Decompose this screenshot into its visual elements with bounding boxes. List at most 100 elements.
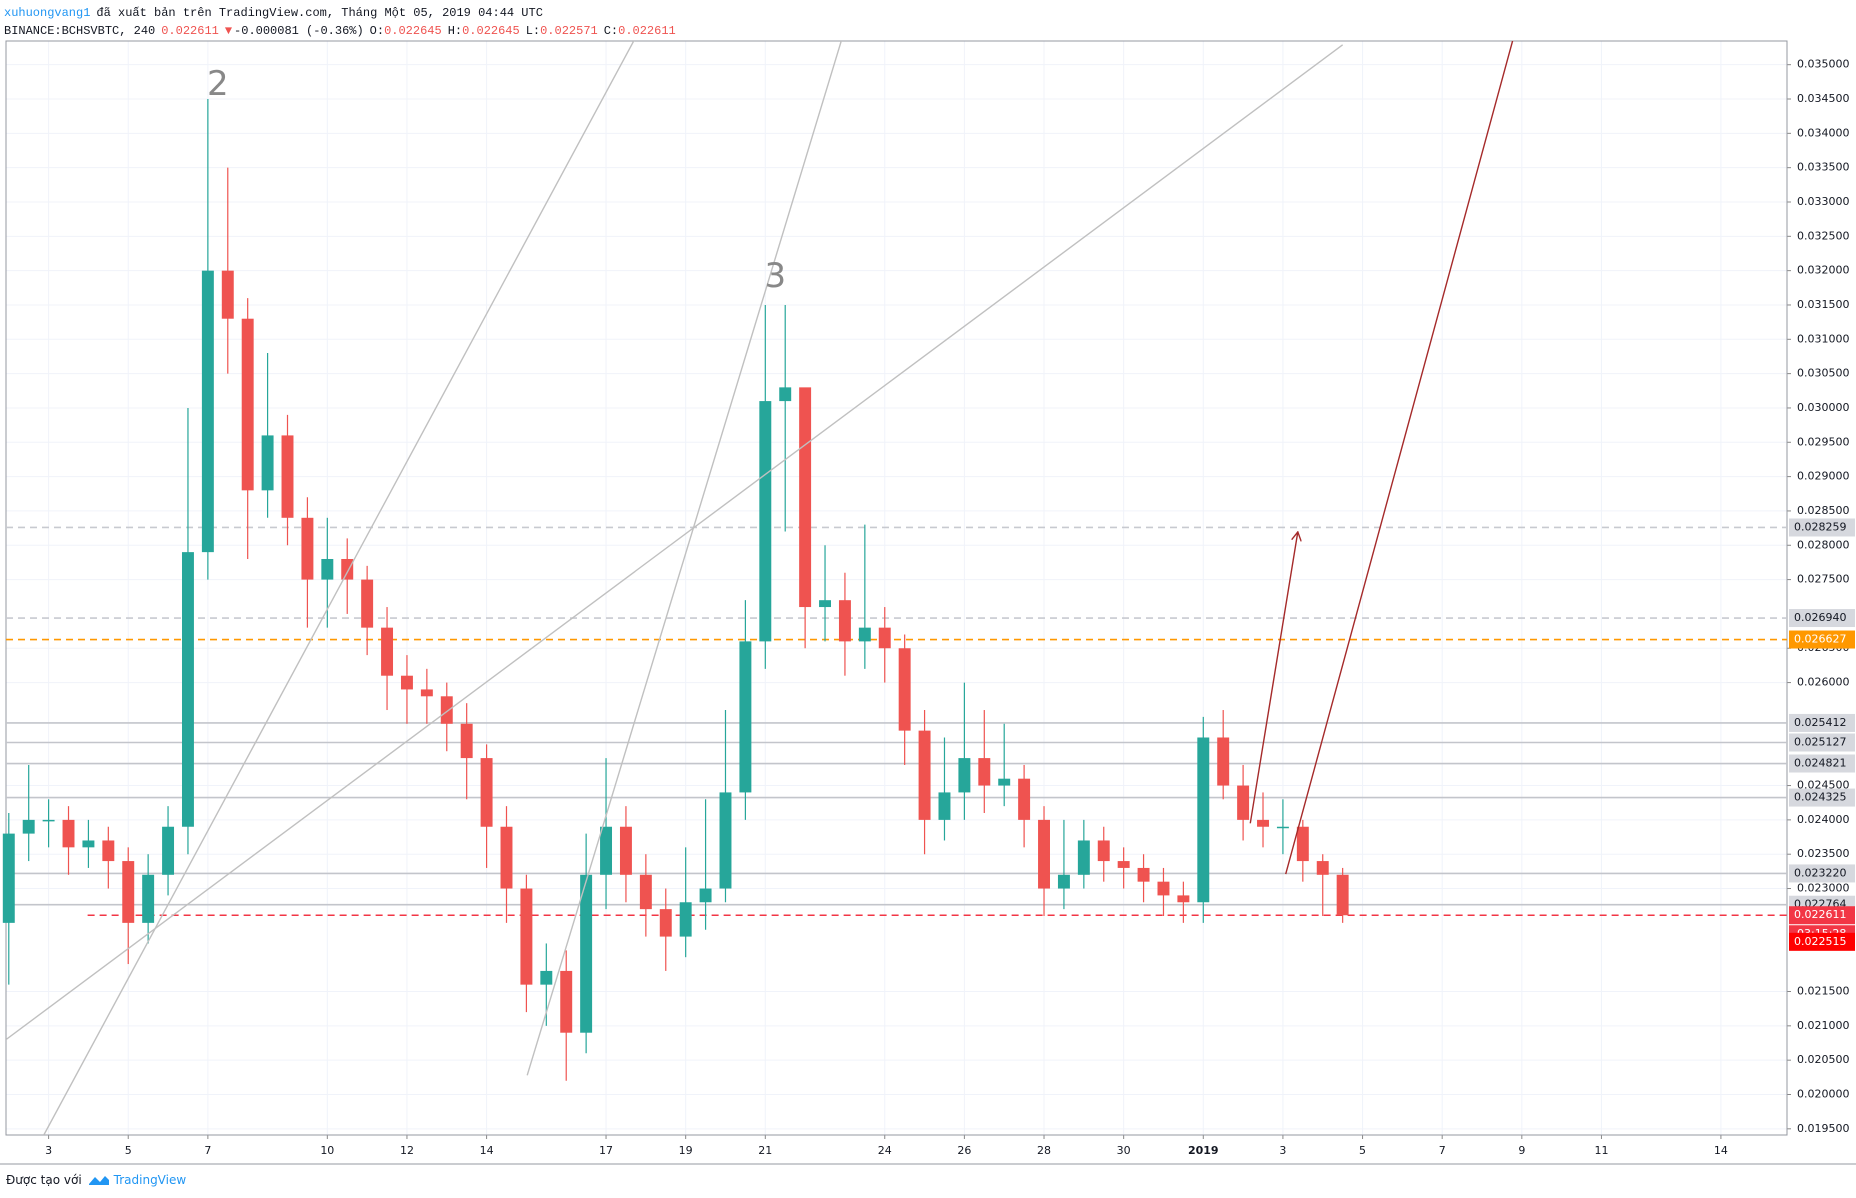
candle-body <box>739 641 752 793</box>
x-tick-label: 19 <box>679 1144 693 1157</box>
candle-body <box>1057 874 1070 889</box>
candle-body <box>679 902 692 937</box>
candle-body <box>42 819 55 822</box>
candle-body <box>1157 881 1170 896</box>
level-label-bg <box>1789 864 1855 883</box>
candle-body <box>759 401 772 642</box>
x-tick-label: 26 <box>957 1144 971 1157</box>
y-tick-label: 0.020500 <box>1797 1053 1850 1066</box>
candle-body <box>1217 737 1230 786</box>
candle-body <box>799 387 812 608</box>
brand[interactable]: TradingView <box>113 1173 187 1187</box>
level-label-bg <box>1789 518 1855 537</box>
y-tick-label: 0.031500 <box>1797 298 1850 311</box>
ohlc-label: O: <box>369 24 385 38</box>
candle-body <box>142 874 155 923</box>
published: đã xuất bản trên TradingView.com, Tháng … <box>96 6 543 20</box>
y-tick-label: 0.034000 <box>1797 126 1850 139</box>
candle-body <box>838 600 851 642</box>
x-tick-label: 12 <box>400 1144 414 1157</box>
y-tick-label: 0.029500 <box>1797 435 1850 448</box>
x-tick-label: 9 <box>1518 1144 1525 1157</box>
ohlc-value: 0.022611 <box>618 24 676 38</box>
y-tick-label: 0.031000 <box>1797 332 1850 345</box>
publisher[interactable]: xuhuongvang1 <box>4 6 91 20</box>
x-tick-label: 7 <box>1439 1144 1446 1157</box>
candle-body <box>321 558 334 580</box>
y-tick-label: 0.024500 <box>1797 779 1850 792</box>
candle-body <box>1276 826 1289 829</box>
candle-body <box>1336 874 1349 916</box>
grid <box>6 41 1787 1135</box>
candle-body <box>858 627 871 642</box>
y-tick-label: 0.028500 <box>1797 504 1850 517</box>
candle-body <box>460 723 473 759</box>
level-label-bg <box>1789 754 1855 773</box>
ohlc-value: 0.022571 <box>540 24 598 38</box>
level-label-bg <box>1789 788 1855 807</box>
candle-body <box>600 826 613 875</box>
down-icon: ▼ <box>224 24 233 38</box>
candle-body <box>1197 737 1210 903</box>
candle-body <box>540 970 553 985</box>
candle-body <box>22 819 35 834</box>
level-label: 0.028259 <box>1794 520 1847 533</box>
y-tick-label: 0.030000 <box>1797 401 1850 414</box>
level-label: 0.025412 <box>1794 716 1847 729</box>
x-tick-label: 14 <box>1714 1144 1728 1157</box>
candle-body <box>520 888 533 985</box>
annotation: 2 <box>207 64 229 104</box>
last-price: 0.022611 <box>161 24 219 38</box>
trendline <box>43 41 635 1135</box>
candle-body <box>819 600 832 608</box>
x-tick-label: 10 <box>320 1144 334 1157</box>
trendline <box>1285 41 1514 875</box>
y-tick-label: 0.019500 <box>1797 1122 1850 1135</box>
annotation: 3 <box>764 256 786 296</box>
level-label-bg <box>1789 713 1855 732</box>
candle-body <box>659 909 672 937</box>
candle-body <box>261 435 274 491</box>
candle-body <box>281 435 294 518</box>
y-tick-label: 0.023500 <box>1797 847 1850 860</box>
x-tick-label: 28 <box>1037 1144 1051 1157</box>
y-tick-label: 0.034500 <box>1797 92 1850 105</box>
candle-body <box>62 819 75 848</box>
y-tick-label: 0.021500 <box>1797 985 1850 998</box>
candle-body <box>580 874 593 1033</box>
header: xuhuongvang1 đã xuất bản trên TradingView… <box>4 4 682 40</box>
y-tick-label: 0.033500 <box>1797 161 1850 174</box>
candle-body <box>998 778 1011 786</box>
header-line: xuhuongvang1 đã xuất bản trên TradingView… <box>4 4 682 22</box>
x-tick-label: 5 <box>1359 1144 1366 1157</box>
candle-body <box>1137 867 1150 882</box>
candle-body <box>898 648 911 731</box>
y-tick-label: 0.030500 <box>1797 367 1850 380</box>
candle-body <box>181 552 194 827</box>
candle-body <box>1018 778 1031 820</box>
x-tick-label: 24 <box>878 1144 892 1157</box>
candle-body <box>918 730 931 820</box>
candle-body <box>560 970 573 1033</box>
y-tick-label: 0.023000 <box>1797 882 1850 895</box>
candle-body <box>958 758 971 793</box>
candle-body <box>1117 861 1130 868</box>
candle-body <box>122 861 135 923</box>
level-label: 0.025127 <box>1794 736 1847 749</box>
trendline <box>6 44 1344 1041</box>
x-tick-label: 2019 <box>1188 1144 1219 1157</box>
candle-body <box>500 826 513 889</box>
candle-body <box>779 387 792 402</box>
y-tick-label: 0.035000 <box>1797 58 1850 71</box>
candle-body <box>1038 819 1050 889</box>
y-tick-label: 0.028000 <box>1797 538 1850 551</box>
y-tick-label: 0.024000 <box>1797 813 1850 826</box>
x-tick-label: 5 <box>125 1144 132 1157</box>
candle-body <box>440 696 453 724</box>
candle-body <box>1257 819 1269 827</box>
candle-body <box>162 826 175 875</box>
candle-body <box>1316 861 1329 875</box>
x-tick-label: 14 <box>480 1144 494 1157</box>
low-marker-label: 0.022515 <box>1794 935 1847 948</box>
tv-logo <box>88 1176 109 1185</box>
